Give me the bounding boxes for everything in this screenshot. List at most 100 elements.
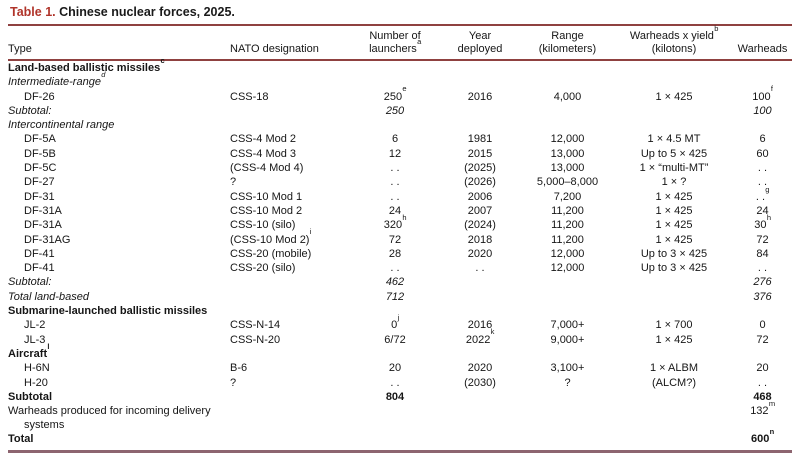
cell-type: DF-5A bbox=[24, 133, 56, 146]
cell-year bbox=[440, 347, 520, 361]
cell-year: 2015 bbox=[467, 147, 493, 160]
cell-nato bbox=[230, 404, 350, 432]
column-header-warheads: Warheads bbox=[733, 28, 792, 60]
cell-nato: CSS-10 (silo) bbox=[230, 219, 296, 232]
cell-launchers bbox=[350, 347, 440, 361]
cell-range: 4,000 bbox=[553, 90, 582, 103]
cell-type: H-6N bbox=[24, 362, 50, 375]
cell-yield: 1 × 425 bbox=[655, 219, 693, 232]
footnote-marker: a bbox=[417, 36, 422, 46]
cell-warheads bbox=[733, 118, 792, 132]
title-divider bbox=[8, 24, 792, 26]
cell-warheads: . . bbox=[757, 262, 768, 275]
cell-nato bbox=[230, 432, 350, 446]
cell-type: DF-5C bbox=[24, 162, 57, 175]
cell-year bbox=[440, 290, 520, 304]
cell-nato: B-6 bbox=[230, 362, 248, 375]
cell-type: JL-3 bbox=[24, 333, 46, 346]
header-row: Type NATO designation Number of launchersa… bbox=[8, 25, 792, 60]
column-header-line: Warheads bbox=[737, 43, 788, 55]
table-row: DF-5C (CSS-4 Mod 4) . . (2025) 13,000 1 × “mu… bbox=[8, 161, 792, 175]
cell-nato: CSS-10 Mod 2 bbox=[230, 204, 303, 217]
column-header-line: Year bbox=[468, 30, 492, 42]
cell-year bbox=[440, 432, 520, 446]
column-header-launchers: Number of launchersa bbox=[350, 28, 440, 60]
cell-nato: CSS-4 Mod 2 bbox=[230, 133, 297, 146]
cell-launchers: 250 bbox=[385, 104, 405, 117]
table-row: DF-41 CSS-20 (mobile) 28 2020 12,000 Up to 3 … bbox=[8, 247, 792, 261]
footnote-marker: h bbox=[402, 213, 407, 223]
cell-range: 9,000+ bbox=[550, 333, 585, 346]
cell-warheads: 20 bbox=[756, 362, 769, 375]
cell-warheads: . . bbox=[757, 376, 768, 389]
cell-warheads: . . bbox=[757, 176, 768, 189]
cell-launchers bbox=[350, 75, 440, 89]
column-header-range: Range (kilometers) bbox=[520, 28, 615, 60]
cell-warheads: 468 bbox=[753, 390, 772, 403]
cell-yield: 1 × 4.5 MT bbox=[647, 133, 701, 146]
footnote-marker: i bbox=[309, 227, 312, 237]
cell-warheads: 60 bbox=[756, 147, 769, 160]
cell-range: 7,000+ bbox=[550, 319, 585, 332]
cell-year: 2006 bbox=[467, 190, 493, 203]
cell-warheads: 100f bbox=[752, 84, 774, 103]
footnote-marker: b bbox=[714, 23, 719, 33]
table-row: DF-5B CSS-4 Mod 3 12 2015 13,000 Up to 5 × 42… bbox=[8, 147, 792, 161]
cell-range bbox=[520, 347, 615, 361]
cell-warheads: 84 bbox=[756, 247, 769, 260]
cell-nato: CSS-20 (mobile) bbox=[230, 247, 312, 260]
cell-range: 5,000–8,000 bbox=[536, 176, 599, 189]
cell-type: JL-2 bbox=[24, 319, 46, 332]
table-row: Warheads produced for incoming delivery … bbox=[8, 398, 792, 432]
table-number-label: Table 1. bbox=[10, 5, 56, 19]
cell-yield bbox=[615, 432, 733, 446]
cell-yield bbox=[615, 290, 733, 304]
cell-year: 2020 bbox=[467, 247, 493, 260]
cell-yield: Up to 3 × 425 bbox=[640, 247, 708, 260]
table-row: JL-3 CSS-N-20 6/72 2022k 9,000+ 1 × 425 72 bbox=[8, 328, 792, 347]
cell-yield: 1 × 425 bbox=[655, 233, 693, 246]
table-row: Total 600n bbox=[8, 428, 792, 446]
cell-yield: 1 × 425 bbox=[655, 190, 693, 203]
cell-launchers: 28 bbox=[388, 247, 402, 260]
cell-range bbox=[520, 290, 615, 304]
cell-nato: CSS-N-20 bbox=[230, 333, 281, 346]
cell-type: Subtotal: bbox=[8, 104, 52, 117]
cell-launchers: 6/72 bbox=[384, 333, 406, 346]
column-header-nato: NATO designation bbox=[230, 28, 350, 60]
cell-type: Total land-based bbox=[8, 290, 89, 303]
cell-nato: ? bbox=[230, 376, 237, 389]
cell-type: DF-41 bbox=[24, 262, 55, 275]
cell-yield bbox=[615, 304, 733, 318]
table-row: JL-2 CSS-N-14 0j 2016 7,000+ 1 × 700 0 bbox=[8, 314, 792, 332]
cell-warheads: 132m bbox=[750, 398, 776, 418]
cell-range: 7,200 bbox=[553, 190, 582, 203]
cell-range bbox=[520, 390, 615, 404]
column-header-line bbox=[230, 30, 350, 43]
cell-type: Total bbox=[8, 433, 34, 446]
cell-yield: 1 × ALBM bbox=[649, 362, 698, 375]
cell-year bbox=[440, 390, 520, 404]
bottom-divider bbox=[8, 450, 792, 454]
cell-warheads: 0 bbox=[759, 319, 766, 332]
footnote-marker: c bbox=[160, 55, 165, 65]
cell-yield: (ALCM?) bbox=[651, 376, 696, 389]
column-header-line: Type bbox=[8, 43, 32, 55]
cell-type: DF-5B bbox=[24, 147, 56, 160]
cell-yield: 1 × 425 bbox=[655, 333, 693, 346]
cell-launchers: . . bbox=[390, 176, 400, 189]
cell-nato bbox=[230, 118, 350, 132]
cell-range: ? bbox=[564, 376, 571, 389]
cell-warheads bbox=[733, 60, 792, 75]
footnote-marker: m bbox=[768, 398, 776, 408]
table-row: Subtotal 804 468 bbox=[8, 390, 792, 404]
cell-launchers: 320h bbox=[383, 213, 407, 232]
cell-launchers: 6 bbox=[391, 133, 399, 146]
cell-launchers bbox=[350, 432, 440, 446]
cell-year: 2016 bbox=[467, 90, 493, 103]
cell-warheads bbox=[733, 75, 792, 89]
cell-launchers: 462 bbox=[385, 276, 405, 289]
cell-type: Intermediate-ranged bbox=[8, 70, 106, 89]
cell-year: . . bbox=[475, 262, 485, 275]
